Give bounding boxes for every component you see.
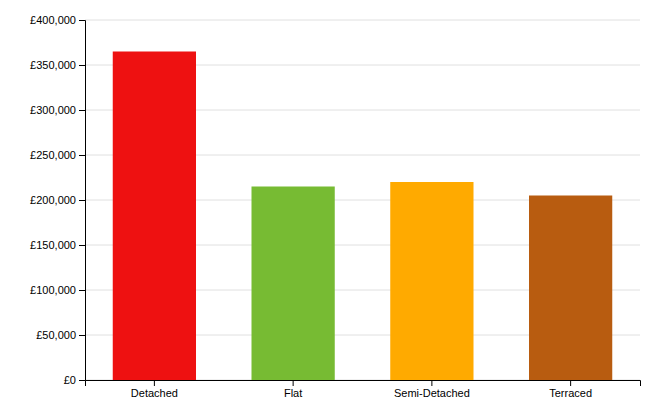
tick-mark	[293, 380, 294, 386]
tick-label: £300,000	[30, 104, 76, 116]
plot: £0 £50,000 £100,000 £150,000 £200,000 £250,00…	[30, 14, 640, 399]
tick-label: £200,000	[30, 194, 76, 206]
tick-label: Detached	[131, 387, 178, 399]
tick: £0	[64, 374, 85, 386]
tick: Semi-Detached	[394, 380, 470, 399]
tick-label: £0	[64, 374, 76, 386]
tick-label: £50,000	[36, 329, 76, 341]
tick: £250,000	[30, 149, 85, 161]
tick: £50,000	[36, 329, 85, 341]
tick: £350,000	[30, 59, 85, 71]
tick-label: £350,000	[30, 59, 76, 71]
tick: £200,000	[30, 194, 85, 206]
tick-mark	[79, 20, 85, 21]
tick-label: £150,000	[30, 239, 76, 251]
tick-label: £100,000	[30, 284, 76, 296]
grid-line	[85, 20, 640, 21]
tick: £100,000	[30, 284, 85, 296]
x-axis: Detached Flat Semi-Detached Terraced	[86, 380, 641, 399]
tick-label: £250,000	[30, 149, 76, 161]
bars	[113, 52, 613, 381]
axis-line	[86, 381, 641, 387]
tick: £400,000	[30, 14, 85, 26]
tick-mark	[79, 200, 85, 201]
bar	[252, 187, 335, 381]
tick-mark	[79, 65, 85, 66]
grid	[85, 20, 640, 380]
tick-mark	[154, 380, 155, 386]
tick-label: Semi-Detached	[394, 387, 470, 399]
tick-mark	[79, 155, 85, 156]
tick-mark	[79, 335, 85, 336]
tick-label: Flat	[284, 387, 302, 399]
tick-mark	[431, 380, 432, 386]
tick: £300,000	[30, 104, 85, 116]
bar	[390, 182, 473, 380]
tick-mark	[79, 290, 85, 291]
bar	[113, 52, 196, 381]
tick: Terraced	[549, 380, 592, 399]
tick-label: Terraced	[549, 387, 592, 399]
tick-mark	[79, 380, 85, 381]
tick-label: £400,000	[30, 14, 76, 26]
bar	[529, 196, 612, 381]
y-axis: £0 £50,000 £100,000 £150,000 £200,000 £250,00…	[30, 14, 85, 386]
axis-line	[79, 21, 86, 381]
tick: Flat	[284, 380, 302, 399]
chart: £0 £50,000 £100,000 £150,000 £200,000 £250,00…	[0, 0, 660, 420]
tick-mark	[570, 380, 571, 386]
tick-mark	[79, 245, 85, 246]
tick-mark	[79, 110, 85, 111]
tick: Detached	[131, 380, 178, 399]
tick: £150,000	[30, 239, 85, 251]
